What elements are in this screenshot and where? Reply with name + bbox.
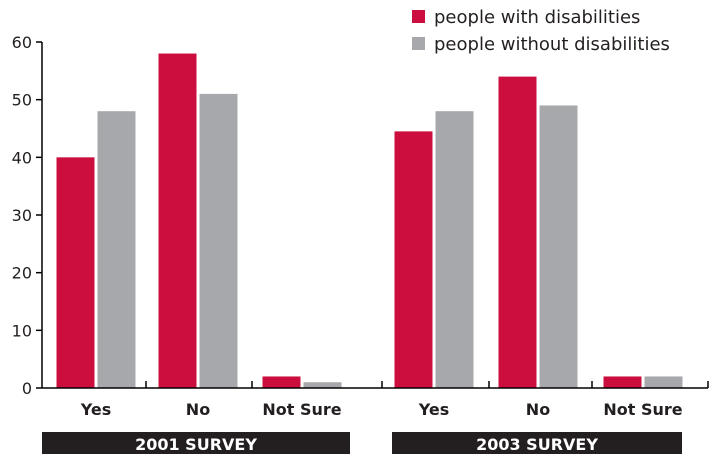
x-tick-label: Not Sure <box>603 400 682 419</box>
group-labels: 2001 SURVEY 2003 SURVEY <box>42 432 682 454</box>
bar-with-disabilities <box>158 53 197 389</box>
bar-with-disabilities <box>56 157 95 388</box>
bar-with-disabilities <box>394 131 433 388</box>
y-tick-label: 40 <box>12 148 32 167</box>
y-tick-label: 50 <box>12 91 32 110</box>
x-tick-label: No <box>186 400 210 419</box>
legend-label-without-disabilities: people without disabilities <box>434 34 670 55</box>
group-label: 2001 SURVEY <box>135 435 257 454</box>
bar-without-disabilities <box>539 105 578 388</box>
x-tick-label: Yes <box>418 400 450 419</box>
y-tick-label: 0 <box>22 379 32 398</box>
group-label-bar <box>392 432 682 454</box>
x-tick-label: Not Sure <box>262 400 341 419</box>
bar-without-disabilities <box>435 111 474 388</box>
group-label: 2003 SURVEY <box>476 435 598 454</box>
x-axis: Yes No Not Sure Yes No Not Sure <box>42 381 709 419</box>
bar-without-disabilities <box>97 111 136 388</box>
bar-without-disabilities <box>303 382 342 388</box>
y-tick-label: 60 <box>12 33 32 52</box>
y-tick-label: 10 <box>12 321 32 340</box>
legend-swatch-without-disabilities <box>412 37 425 50</box>
legend: people with disabilities people without … <box>412 7 670 55</box>
bar-with-disabilities <box>262 376 301 388</box>
bar-with-disabilities <box>603 376 642 388</box>
group-label-bar <box>42 432 350 454</box>
y-tick-label: 30 <box>12 206 32 225</box>
legend-swatch-with-disabilities <box>412 10 425 23</box>
y-tick-label: 20 <box>12 264 32 283</box>
y-axis: 0 10 20 30 40 50 60 <box>12 33 43 398</box>
bar-with-disabilities <box>498 76 537 388</box>
bars <box>56 53 683 389</box>
bar-without-disabilities <box>644 376 683 388</box>
bar-without-disabilities <box>199 93 238 389</box>
legend-label-with-disabilities: people with disabilities <box>434 7 640 28</box>
x-tick-label: No <box>526 400 550 419</box>
x-tick-label: Yes <box>80 400 112 419</box>
